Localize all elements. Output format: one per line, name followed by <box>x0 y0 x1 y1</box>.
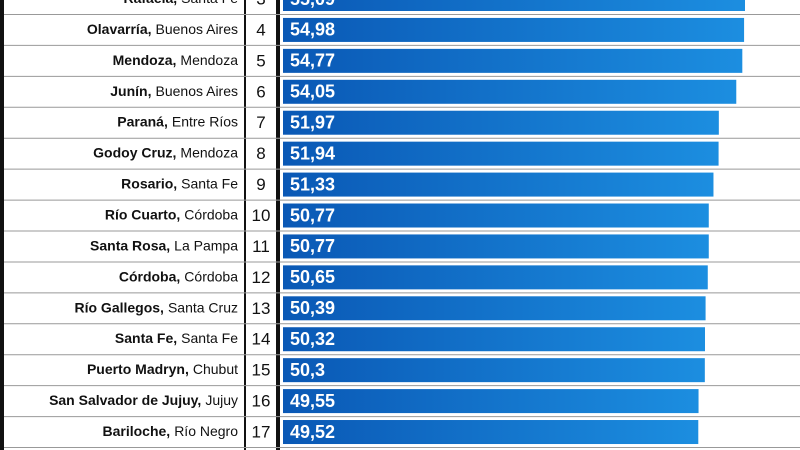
rank: 7 <box>256 113 265 132</box>
province: Jujuy <box>205 392 238 408</box>
city: Rafaela, <box>123 0 177 6</box>
bar <box>283 420 699 445</box>
city: Bariloche, <box>102 423 170 439</box>
value-label: 50,32 <box>290 329 335 349</box>
province: Buenos Aires <box>156 82 239 98</box>
value-label: 49,52 <box>290 422 335 442</box>
province: Entre Ríos <box>172 113 238 129</box>
rank: 14 <box>252 330 271 349</box>
category-label: Santa Fe, Santa Fe <box>115 330 238 346</box>
province: Buenos Aires <box>156 21 239 37</box>
city: Rosario, <box>121 175 177 191</box>
category-label: Rafaela, Santa Fe <box>123 0 238 6</box>
bar <box>283 0 745 11</box>
city: Puerto Madryn, <box>87 361 189 377</box>
rank: 11 <box>252 237 270 256</box>
value-label: 50,77 <box>290 236 335 256</box>
divider <box>276 0 280 450</box>
rank: 8 <box>256 144 265 163</box>
bar <box>283 203 709 228</box>
value-label: 50,39 <box>290 298 335 318</box>
category-label: Puerto Madryn, Chubut <box>87 361 238 377</box>
left-border <box>0 0 4 450</box>
rank: 12 <box>252 268 271 287</box>
province: Mendoza <box>180 52 238 68</box>
province: Río Negro <box>174 423 238 439</box>
bar <box>283 265 708 290</box>
city: Río Cuarto, <box>105 206 180 222</box>
bar <box>283 296 706 321</box>
province: Córdoba <box>184 268 238 284</box>
category-label: Godoy Cruz, Mendoza <box>93 144 238 160</box>
bar <box>283 79 737 104</box>
rank: 5 <box>256 51 265 70</box>
city: Mendoza, <box>113 52 177 68</box>
value-label: 50,3 <box>290 360 325 380</box>
category-label: Bariloche, Río Negro <box>102 423 238 439</box>
rank: 17 <box>252 423 271 442</box>
value-label: 50,65 <box>290 267 335 287</box>
bar <box>283 389 699 414</box>
rank: 3 <box>256 0 265 8</box>
bar <box>283 141 719 166</box>
bar <box>283 327 705 352</box>
province: Santa Fe <box>181 175 238 191</box>
province: Córdoba <box>184 206 238 222</box>
category-label: Santa Rosa, La Pampa <box>90 237 238 253</box>
category-label: San Salvador de Jujuy, Jujuy <box>49 392 238 408</box>
value-label: 54,05 <box>290 82 335 102</box>
rank: 4 <box>256 20 265 39</box>
value-label: 50,77 <box>290 205 335 225</box>
value-label: 51,94 <box>290 143 335 163</box>
city: Junín, <box>110 82 151 98</box>
category-label: Río Cuarto, Córdoba <box>105 206 238 222</box>
province: Santa Fe <box>181 0 238 6</box>
rank: 13 <box>252 299 271 318</box>
province: La Pampa <box>174 237 238 253</box>
city: Córdoba, <box>119 268 180 284</box>
bar <box>283 358 705 383</box>
rank: 6 <box>256 82 265 101</box>
bar <box>283 48 743 73</box>
category-label: Olavarría, Buenos Aires <box>87 21 238 37</box>
divider <box>244 0 246 450</box>
province: Santa Cruz <box>168 299 238 315</box>
rank: 9 <box>256 175 265 194</box>
city: Santa Rosa, <box>90 237 170 253</box>
rank: 15 <box>252 361 271 380</box>
bar <box>283 110 719 135</box>
province: Chubut <box>193 361 238 377</box>
value-label: 54,98 <box>290 20 335 40</box>
rank: 16 <box>252 392 271 411</box>
category-label: Junín, Buenos Aires <box>110 82 238 98</box>
city: Olavarría, <box>87 21 152 37</box>
bar <box>283 172 714 197</box>
category-label: Córdoba, Córdoba <box>119 268 238 284</box>
value-label: 51,33 <box>290 174 335 194</box>
city: San Salvador de Jujuy, <box>49 392 201 408</box>
city: Río Gallegos, <box>74 299 163 315</box>
province: Santa Fe <box>181 330 238 346</box>
category-label: Rosario, Santa Fe <box>121 175 238 191</box>
value-label: 49,55 <box>290 391 335 411</box>
province: Mendoza <box>180 144 238 160</box>
category-label: Río Gallegos, Santa Cruz <box>74 299 238 315</box>
city: Godoy Cruz, <box>93 144 176 160</box>
value-label: 54,77 <box>290 51 335 71</box>
rank: 10 <box>252 206 271 225</box>
bar <box>283 234 709 259</box>
value-label: 55,09 <box>290 0 335 9</box>
category-label: Mendoza, Mendoza <box>113 52 239 68</box>
city: Santa Fe, <box>115 330 177 346</box>
city: Paraná, <box>117 113 168 129</box>
category-label: Paraná, Entre Ríos <box>117 113 238 129</box>
value-label: 51,97 <box>290 112 335 132</box>
bar <box>283 17 745 42</box>
